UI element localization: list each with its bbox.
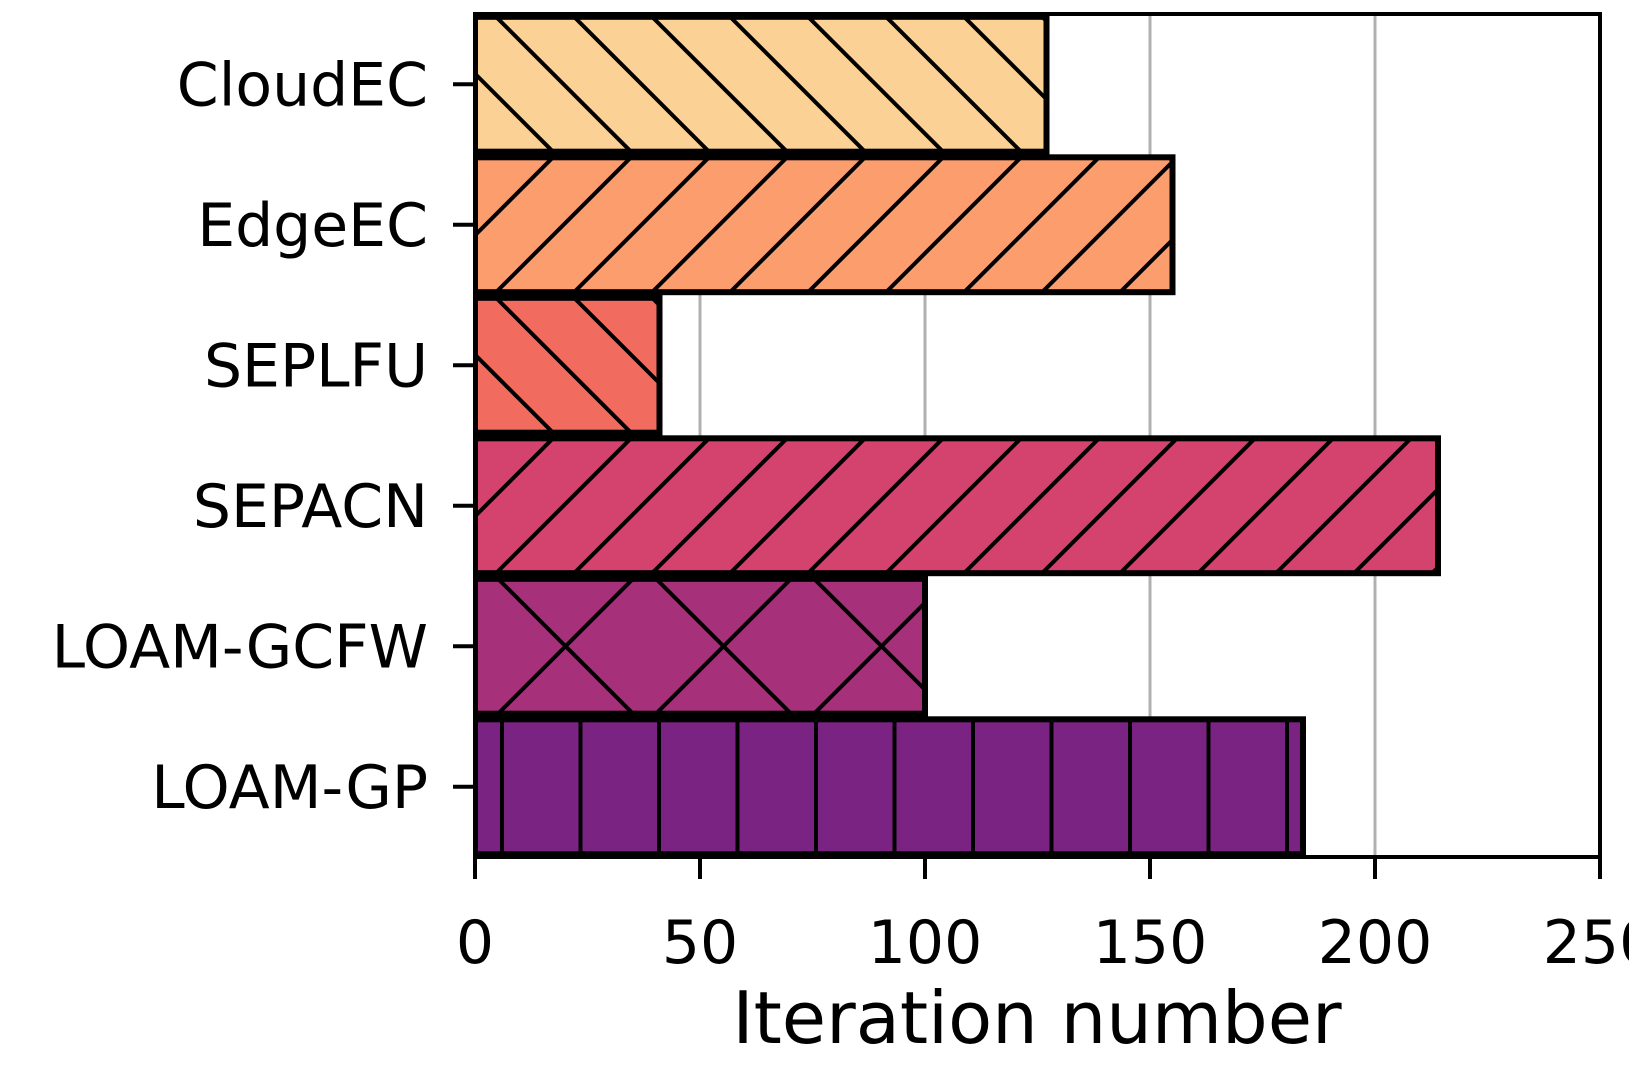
bar-loam-gp [475,716,1306,857]
bar-fill [475,297,660,433]
bar-edgeec [475,154,1176,296]
y-tick-label: SEPLFU [204,331,428,401]
y-tick-label: LOAM-GCFW [52,612,428,682]
x-axis-title: Iteration number [732,976,1342,1060]
bar-hatch [475,297,660,433]
x-tick-label: 250 [1543,908,1629,978]
bar-outline [475,435,1441,577]
x-axis: 0 50 100 150 200 250 [456,857,1629,978]
x-tick-label: 150 [1093,908,1208,978]
bar-seplfu [475,294,663,436]
x-tick-label: 0 [456,908,494,978]
bar-fill [475,16,1047,152]
bar-hatch [475,578,925,714]
bar-outline [475,716,1306,857]
x-tick-label: 50 [662,908,738,978]
x-tick-label: 200 [1318,908,1433,978]
y-tick-label: SEPACN [193,472,428,542]
bar-fill [475,719,1303,855]
bars [475,14,1441,857]
bar-fill [475,157,1173,293]
y-tick-label: LOAM-GP [151,753,428,823]
bar-outline [475,154,1176,296]
y-tick-label: EdgeEC [197,191,428,261]
bar-sepacn [475,435,1441,577]
bar-outline [475,294,663,436]
bar-fill [475,438,1438,574]
y-axis: CloudEC EdgeEC SEPLFU SEPACN LOAM-GCFW LOAM-G… [52,50,475,823]
bar-fill [475,578,925,714]
bar-hatch [500,719,1289,855]
bar-hatch [475,157,1173,293]
y-tick-label: CloudEC [177,50,428,120]
bar-hatch [475,438,1438,574]
bar-loam-gcfw [475,575,928,717]
bar-hatch [475,16,1047,152]
x-tick-label: 100 [868,908,983,978]
bar-outline [475,14,1050,155]
plot-frame [473,12,1602,859]
bar-outline [475,575,928,717]
bar-cloudec [475,14,1050,155]
